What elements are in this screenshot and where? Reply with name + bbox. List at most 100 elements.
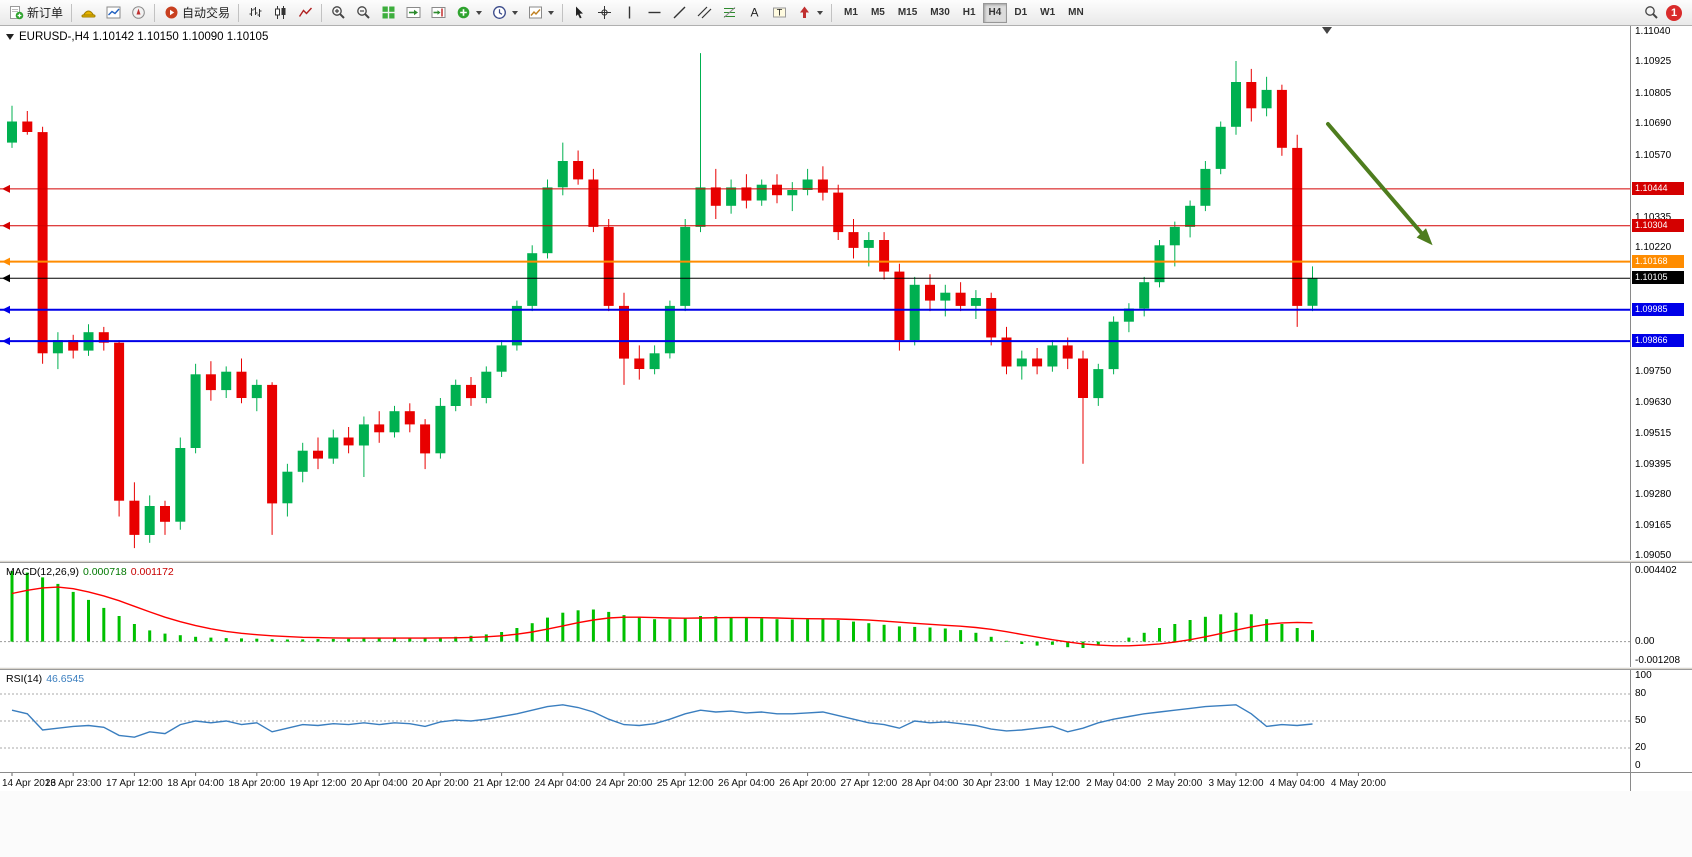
- line-chart-button[interactable]: [293, 2, 317, 24]
- templates-button[interactable]: [523, 2, 558, 24]
- macd-title: MACD(12,26,9): [6, 566, 79, 578]
- time-axis-label: 4 May 04:00: [1270, 778, 1325, 789]
- rsi-plot-area[interactable]: RSI(14) 46.6545: [0, 670, 1630, 772]
- timeframe-button-m15[interactable]: M15: [892, 3, 923, 23]
- svg-text:A: A: [750, 6, 758, 20]
- macd-plot-area[interactable]: MACD(12,26,9) 0.000718 0.001172: [0, 563, 1630, 667]
- chart-header: EURUSD-,H4 1.10142 1.10150 1.10090 1.101…: [6, 31, 268, 43]
- dropdown-caret-icon: [817, 10, 824, 15]
- price-level-badge: 1.10444: [1632, 182, 1684, 195]
- time-axis-label: 17 Apr 12:00: [106, 778, 163, 789]
- chart-shift-button[interactable]: [426, 2, 450, 24]
- rsi-axis-label: 20: [1635, 742, 1647, 753]
- horizontal-line-button[interactable]: [642, 2, 666, 24]
- timeframe-button-m30[interactable]: M30: [924, 3, 955, 23]
- crosshair-icon: [596, 5, 612, 21]
- time-axis-label: 21 Apr 12:00: [473, 778, 530, 789]
- rsi-axis-label: 80: [1635, 688, 1647, 699]
- new-order-icon: [8, 5, 24, 21]
- macd-header: MACD(12,26,9) 0.000718 0.001172: [6, 566, 174, 578]
- time-axis-label: 24 Apr 04:00: [534, 778, 591, 789]
- timeframe-button-h4[interactable]: H4: [982, 2, 1008, 23]
- vertical-line-button[interactable]: [617, 2, 641, 24]
- trendline-button[interactable]: [667, 2, 691, 24]
- new-order-button[interactable]: 新订单: [4, 2, 67, 24]
- dropdown-caret-icon: [512, 10, 519, 15]
- macd-axis-label: 0.00: [1635, 636, 1655, 647]
- text-button[interactable]: A: [742, 2, 766, 24]
- macd-main-value: 0.000718: [82, 566, 127, 578]
- indicators-button[interactable]: [451, 2, 486, 24]
- time-axis-label: 19 Apr 12:00: [290, 778, 347, 789]
- time-axis-label: 20 Apr 20:00: [412, 778, 469, 789]
- profiles-button[interactable]: [76, 2, 100, 24]
- auto-scroll-button[interactable]: [401, 2, 425, 24]
- toolbar-separator: [321, 3, 323, 22]
- timeframe-button-m5[interactable]: M5: [865, 3, 891, 23]
- price-axis-label: 1.10335: [1635, 212, 1672, 223]
- price-axis[interactable]: 1.11040 1.10925 1.10805 1.10690 1.10570 1.103…: [1630, 26, 1692, 560]
- fibonacci-button[interactable]: [717, 2, 741, 24]
- price-axis-label: 1.10690: [1635, 118, 1672, 129]
- price-axis-label: 1.10925: [1635, 56, 1672, 67]
- auto-trading-button[interactable]: 自动交易: [159, 2, 234, 24]
- zoom-in-button[interactable]: [326, 2, 350, 24]
- price-axis-label: 1.09395: [1635, 459, 1672, 470]
- time-axis-label: 26 Apr 20:00: [779, 778, 836, 789]
- price-level-badge: 1.09985: [1632, 303, 1684, 316]
- periods-button[interactable]: [487, 2, 522, 24]
- window-background: [0, 790, 1692, 857]
- candlestick-chart-button[interactable]: [268, 2, 292, 24]
- macd-axis[interactable]: 0.004402 0.00 -0.001208: [1630, 563, 1692, 667]
- rsi-axis[interactable]: 100 80 50 20 0: [1630, 670, 1692, 772]
- arrows-button[interactable]: [792, 2, 827, 24]
- channel-icon: [696, 5, 712, 21]
- rsi-axis-label: 50: [1635, 715, 1647, 726]
- zoom-out-button[interactable]: [351, 2, 375, 24]
- auto-scroll-icon: [405, 5, 421, 21]
- cursor-button[interactable]: [567, 2, 591, 24]
- one-click-trading-toggle[interactable]: [6, 34, 14, 40]
- price-level-badge: 1.10105: [1632, 271, 1684, 284]
- trendline-icon: [671, 5, 687, 21]
- price-axis-label: 1.11040: [1635, 26, 1671, 37]
- templates-icon: [527, 5, 543, 21]
- chart-plot-area[interactable]: EURUSD-,H4 1.10142 1.10150 1.10090 1.101…: [0, 26, 1630, 560]
- panel-splitter[interactable]: [0, 560, 1692, 563]
- panel-splitter[interactable]: [0, 667, 1692, 670]
- time-axis-label: 4 May 20:00: [1331, 778, 1386, 789]
- price-axis-label: 1.09630: [1635, 397, 1672, 408]
- time-axis-label: 20 Apr 04:00: [351, 778, 408, 789]
- chart-shift-icon: [430, 5, 446, 21]
- channel-button[interactable]: [692, 2, 716, 24]
- crosshair-button[interactable]: [592, 2, 616, 24]
- timeframe-button-h1[interactable]: H1: [957, 3, 982, 23]
- hline-left-marker: [2, 184, 10, 193]
- timeframe-button-m1[interactable]: M1: [838, 3, 864, 23]
- timeframe-button-d1[interactable]: D1: [1008, 3, 1033, 23]
- tile-windows-button[interactable]: [376, 2, 400, 24]
- time-axis-strip[interactable]: 14 Apr 2023 16 Apr 23:00 17 Apr 12:00 18 Ap…: [0, 773, 1630, 791]
- text-label-button[interactable]: T: [767, 2, 791, 24]
- price-axis-label: 1.09050: [1635, 550, 1672, 560]
- price-level-badge: 1.10304: [1632, 219, 1684, 232]
- hline-left-marker: [2, 337, 10, 346]
- timeframe-button-w1[interactable]: W1: [1034, 3, 1061, 23]
- timeframe-button-mn[interactable]: MN: [1062, 3, 1090, 23]
- market-watch-button[interactable]: [101, 2, 125, 24]
- notification-badge[interactable]: 1: [1666, 4, 1682, 21]
- trend-arrow-annotation[interactable]: [1326, 122, 1433, 246]
- navigator-icon: [130, 5, 146, 21]
- chart-shift-marker[interactable]: [1322, 27, 1332, 34]
- search-button[interactable]: [1639, 2, 1663, 24]
- zoom-in-icon: [330, 5, 346, 21]
- navigator-button[interactable]: [126, 2, 150, 24]
- macd-signal-value: 0.001172: [130, 566, 174, 578]
- time-axis[interactable]: 14 Apr 2023 16 Apr 23:00 17 Apr 12:00 18 Ap…: [0, 772, 1692, 791]
- bar-chart-button[interactable]: [243, 2, 267, 24]
- market-watch-icon: [105, 5, 121, 21]
- vertical-line-icon: [621, 5, 637, 21]
- cursor-icon: [571, 5, 587, 21]
- horizontal-lines-layer[interactable]: [0, 184, 1630, 346]
